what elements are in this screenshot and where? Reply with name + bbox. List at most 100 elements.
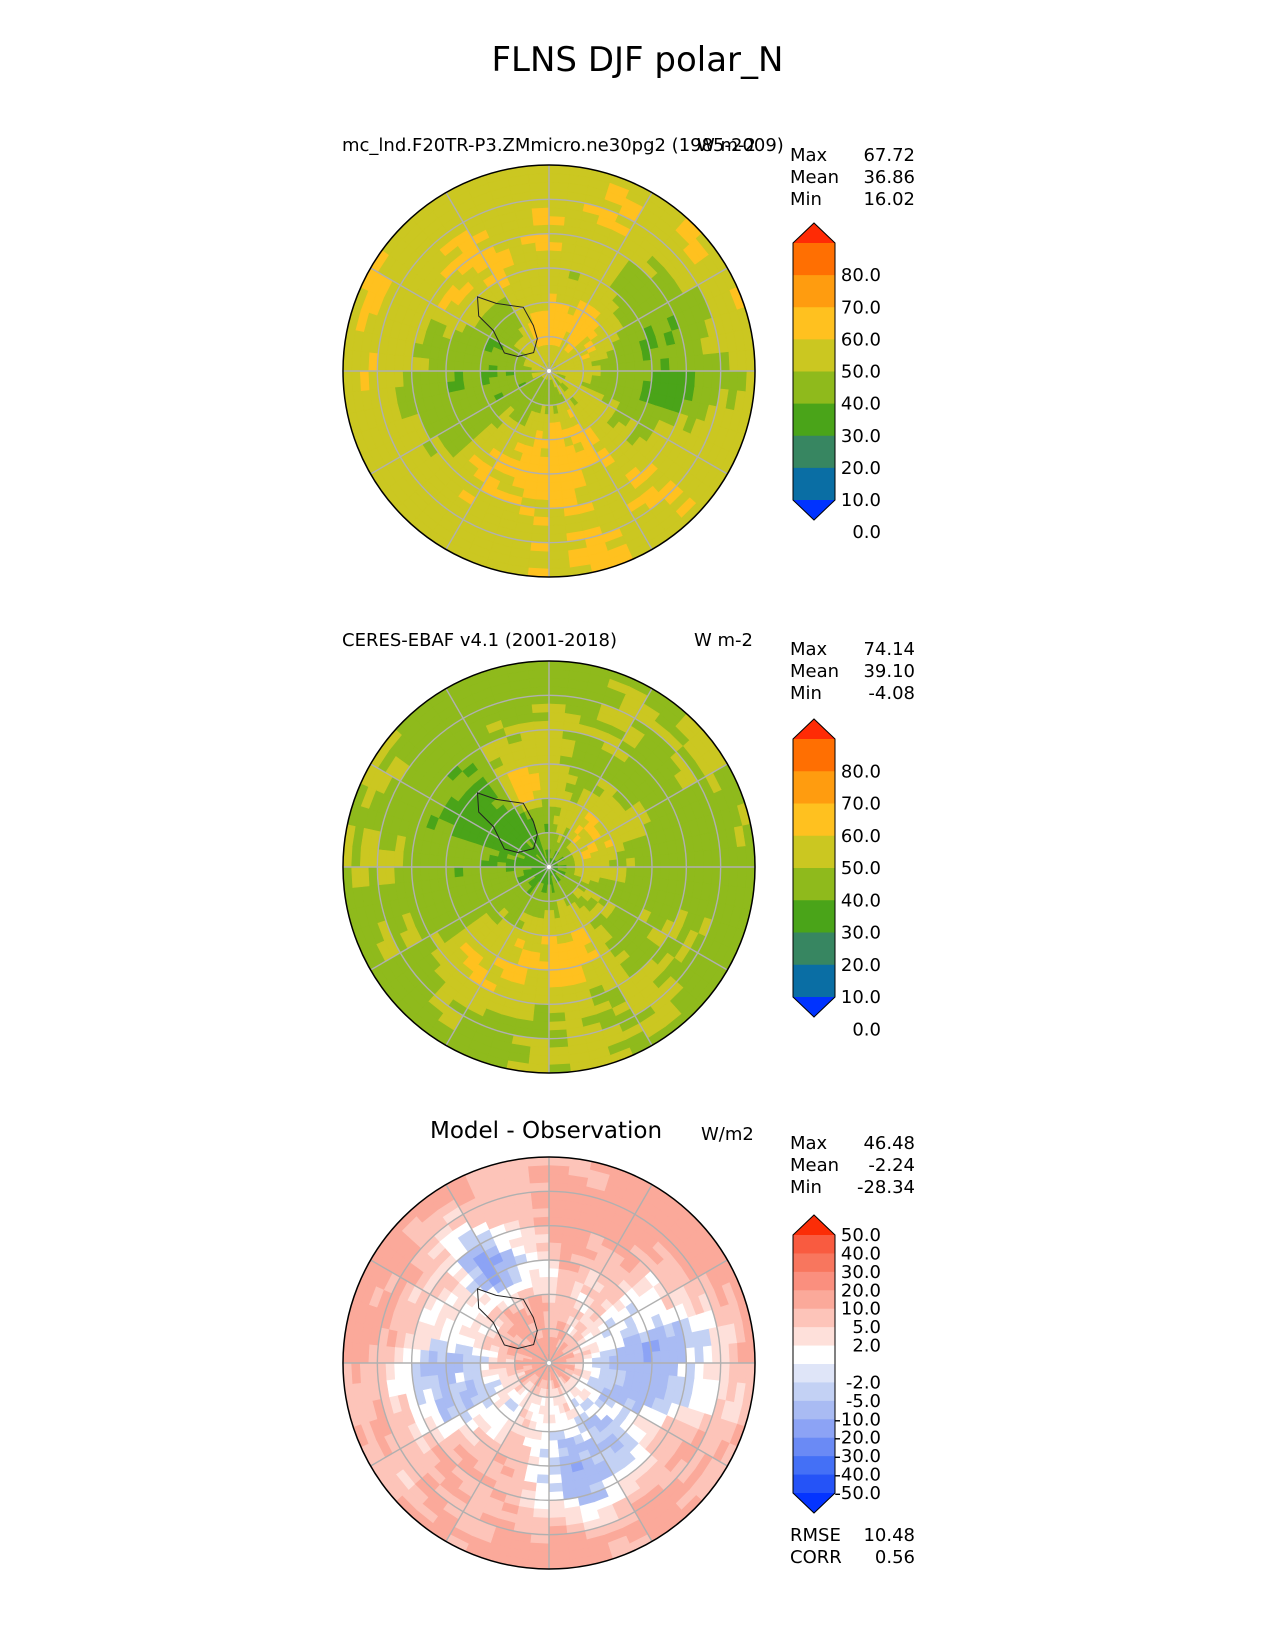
map-cell: [538, 772, 550, 782]
panel-3-min-value: -28.34: [856, 1177, 915, 1198]
colorbar-band: [793, 1327, 835, 1347]
panel-2-max-value: 74.14: [863, 639, 915, 660]
map-cell: [548, 216, 566, 227]
map-cell: [454, 856, 464, 868]
map-cell: [359, 1362, 371, 1384]
polar-map-1: [342, 164, 756, 578]
map-cell: [548, 267, 561, 278]
map-cell: [642, 866, 653, 879]
graticule-1: [343, 165, 755, 577]
map-cell: [531, 207, 550, 218]
map-cell: [454, 875, 466, 887]
map-cell: [385, 849, 396, 868]
map-cell: [428, 854, 439, 868]
map-cell: [534, 498, 550, 509]
map-cell: [548, 438, 558, 449]
map-cell: [727, 350, 739, 372]
meridian-line: [548, 370, 728, 475]
map-cell: [548, 293, 558, 304]
map-cell: [548, 994, 564, 1005]
map-cell: [548, 181, 570, 193]
map-cell: [548, 694, 568, 706]
panel-3-min-label: Min: [790, 1177, 822, 1198]
map-cell: [536, 1242, 550, 1253]
map-cell: [710, 1344, 722, 1364]
colorbar-tick-label: 30.0: [841, 426, 881, 447]
colorbar-extend-top: [793, 719, 835, 739]
map-cell: [541, 926, 550, 937]
map-cell: [557, 454, 569, 466]
colorbar-tick-label: 40.0: [841, 890, 881, 911]
panel-2-title: CERES-EBAF v4.1 (2001-2018): [342, 630, 618, 651]
map-cell: [534, 1225, 550, 1236]
map-cell: [548, 1516, 567, 1527]
map-cell: [548, 1268, 560, 1278]
map-cell: [548, 259, 562, 269]
map-cell: [676, 356, 687, 372]
map-cell: [591, 365, 601, 372]
map-cell: [710, 1362, 722, 1382]
map-cell: [479, 1355, 490, 1364]
map-cell: [548, 780, 559, 791]
map-cell: [608, 1355, 619, 1364]
colorbar-tick-label: 50.0: [841, 362, 881, 383]
map-cell: [608, 370, 619, 379]
coastline: [476, 1288, 538, 1350]
map-cell: [710, 866, 722, 886]
meridian-line: [370, 866, 550, 971]
map-cell: [632, 1343, 644, 1355]
map-cell: [616, 362, 627, 372]
map-cell: [530, 285, 542, 296]
map-cell: [471, 370, 482, 380]
map-cell: [693, 354, 704, 372]
map-cell: [462, 866, 473, 877]
colorbar-band: [793, 1364, 835, 1383]
map-cell: [351, 866, 362, 888]
map-cell: [548, 1233, 563, 1244]
map-cell: [548, 1550, 570, 1561]
map-cell: [536, 1465, 550, 1475]
map-cell: [351, 1342, 362, 1364]
map-cell: [634, 1352, 644, 1364]
map-cell: [548, 934, 558, 945]
map-cell: [668, 357, 679, 372]
map-cell: [702, 370, 713, 389]
map-cell: [534, 1490, 550, 1501]
map-cell: [537, 1456, 550, 1467]
map-cell: [608, 363, 619, 372]
map-cell: [376, 1344, 388, 1364]
panel-3-mean-label: Mean: [790, 1155, 840, 1176]
map-cell: [548, 1242, 562, 1253]
map-cell: [428, 1362, 439, 1376]
map-cell: [548, 456, 560, 466]
map-cell: [727, 866, 739, 888]
map-cell: [651, 358, 661, 372]
colorbar-band: [793, 1437, 835, 1457]
map-cell: [535, 737, 550, 748]
map-cell: [548, 755, 562, 765]
map-cell: [538, 1268, 550, 1278]
map-cell: [536, 473, 550, 483]
meridian-line: [445, 688, 550, 868]
map-cell: [530, 694, 550, 706]
map-cell: [471, 858, 482, 868]
map-cell: [437, 358, 447, 372]
map-cell: [548, 1422, 557, 1433]
map-cell: [530, 781, 542, 792]
colorbar-band: [793, 932, 835, 966]
map-cell: [411, 356, 422, 372]
map-cell: [532, 515, 550, 526]
colorbar-band: [793, 1235, 835, 1254]
map-cell: [454, 1362, 464, 1374]
colorbar-band: [793, 835, 835, 869]
map-cell: [548, 772, 560, 782]
map-cell: [530, 532, 550, 544]
map-cell: [736, 846, 747, 868]
panel-3-max-value: 46.48: [863, 1133, 915, 1154]
map-cell: [634, 370, 644, 382]
map-cell: [419, 866, 430, 881]
map-cell: [536, 481, 550, 492]
meridian-line: [370, 1362, 550, 1467]
map-cell: [632, 847, 644, 859]
map-cell: [548, 473, 562, 483]
